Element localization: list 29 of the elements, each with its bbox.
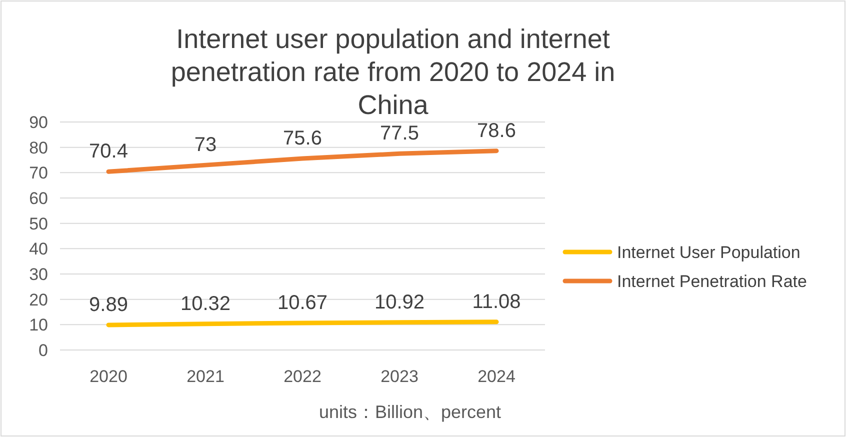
data-label: 75.6	[283, 127, 322, 150]
legend-label: Internet User Population	[617, 243, 800, 262]
y-tick-label: 90	[29, 113, 48, 132]
y-tick-label: 50	[29, 214, 48, 234]
x-tick-label: 2023	[380, 367, 418, 386]
y-tick-label: 60	[29, 189, 48, 208]
data-label: 77.5	[380, 122, 419, 145]
data-label: 78.6	[477, 120, 516, 142]
y-tick-label: 20	[29, 290, 48, 310]
x-tick-label: 2021	[186, 367, 224, 386]
x-tick-label: 2020	[90, 367, 128, 386]
data-label: 70.4	[89, 140, 128, 163]
y-tick-label: 80	[29, 138, 48, 158]
data-label: 10.32	[180, 292, 231, 315]
y-tick-label: 70	[29, 164, 48, 183]
y-tick-label: 40	[29, 240, 48, 259]
text: units：Billion、percent	[318, 402, 502, 422]
data-label: 10.92	[374, 291, 425, 314]
data-label: 73	[194, 134, 217, 156]
y-tick-label: 30	[29, 265, 48, 284]
x-tick-label: 2024	[478, 367, 516, 386]
data-label: 9.89	[89, 294, 128, 316]
data-label: 10.67	[277, 292, 328, 314]
x-tick-label: 2022	[284, 367, 322, 386]
title: Internet user population and internet penetration rate from 2020 to 2024 in China	[170, 24, 616, 120]
legend-label: Internet Penetration Rate	[617, 272, 807, 291]
y-tick-label: 10	[29, 316, 48, 335]
data-label: 11.08	[472, 290, 521, 313]
y-tick-label: 0	[38, 341, 48, 360]
